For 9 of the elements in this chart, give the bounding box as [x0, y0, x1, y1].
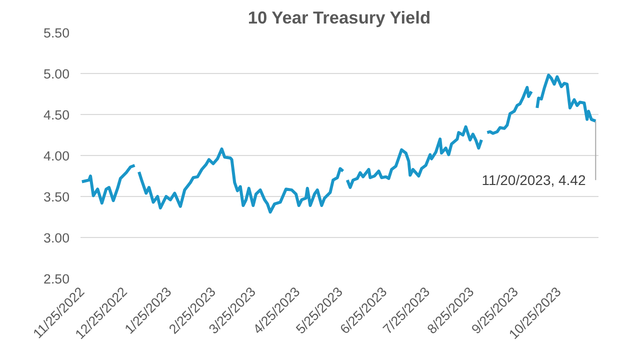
y-tick-label: 4.50	[44, 108, 70, 122]
y-tick-label: 2.50	[44, 272, 70, 286]
chart-title: 10 Year Treasury Yield	[248, 8, 431, 28]
y-tick-label: 3.50	[44, 190, 70, 204]
y-tick-label: 5.00	[44, 66, 70, 82]
y-tick-label: 3.00	[44, 230, 70, 246]
y-tick-label: 4.00	[44, 148, 70, 164]
y-tick-label: 5.50	[44, 26, 70, 40]
annotation: 11/20/2023, 4.42	[482, 172, 586, 188]
